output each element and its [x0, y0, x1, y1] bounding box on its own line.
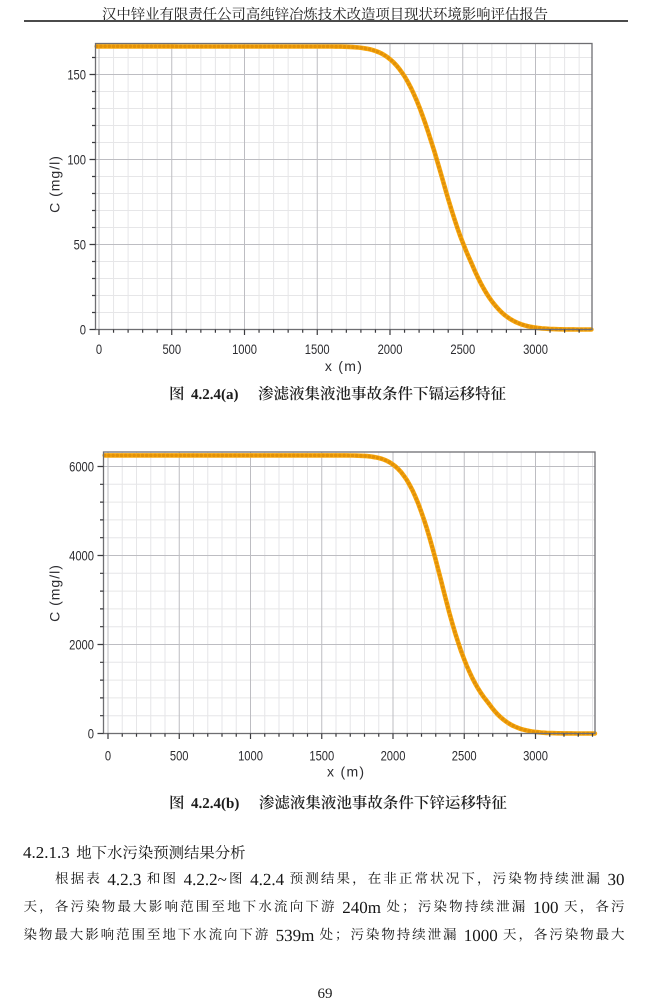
svg-text:1000: 1000	[232, 342, 257, 357]
svg-text:2500: 2500	[450, 342, 475, 357]
svg-text:1500: 1500	[305, 342, 330, 357]
svg-text:6000: 6000	[69, 459, 94, 474]
svg-text:C (mg/l): C (mg/l)	[47, 564, 63, 622]
svg-text:0: 0	[88, 726, 94, 741]
svg-text:2500: 2500	[452, 748, 477, 763]
svg-text:3000: 3000	[523, 342, 548, 357]
svg-text:C (mg/l): C (mg/l)	[47, 155, 63, 213]
svg-text:2000: 2000	[69, 637, 94, 652]
svg-text:100: 100	[67, 152, 86, 167]
svg-text:4000: 4000	[69, 548, 94, 563]
svg-text:2000: 2000	[378, 342, 403, 357]
svg-text:150: 150	[67, 67, 86, 82]
svg-text:3000: 3000	[523, 748, 548, 763]
svg-text:1000: 1000	[238, 748, 263, 763]
svg-text:2000: 2000	[381, 748, 406, 763]
svg-text:500: 500	[162, 342, 181, 357]
svg-text:0: 0	[105, 748, 111, 763]
svg-text:500: 500	[170, 748, 189, 763]
svg-text:x (m): x (m)	[325, 358, 363, 374]
svg-text:1500: 1500	[309, 748, 334, 763]
svg-text:0: 0	[80, 322, 86, 337]
svg-text:0: 0	[96, 342, 102, 357]
svg-text:50: 50	[74, 237, 86, 252]
svg-text:x (m): x (m)	[327, 764, 365, 780]
